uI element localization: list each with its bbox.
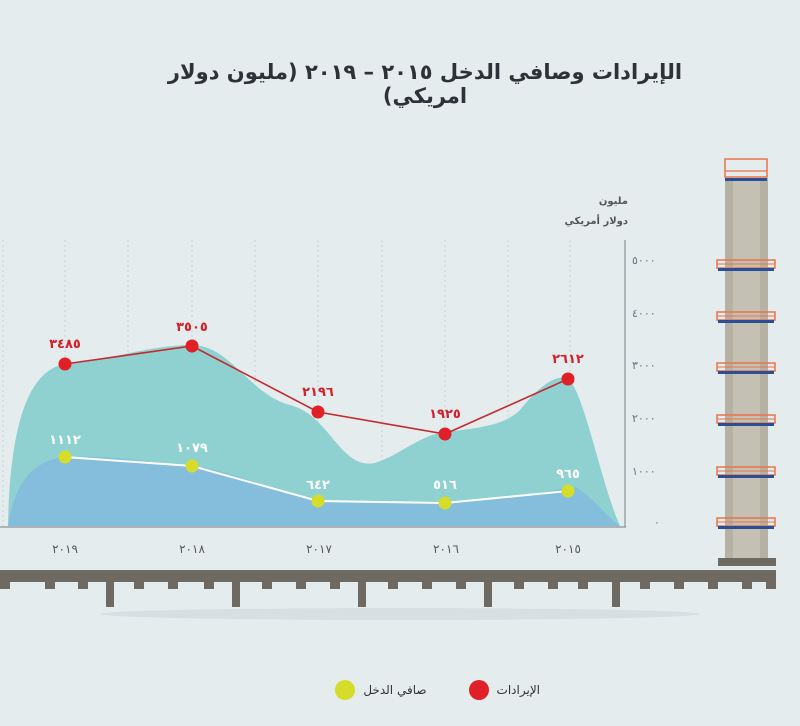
revenue-label-2017: ٢١٩٦ [302,385,334,400]
revenue-label-2015: ٢٦١٢ [552,352,584,367]
y-tick-5000: ٥٠٠٠ [632,254,656,267]
net-income-dot-icon [335,680,356,700]
x-tick-2018: ٢٠١٨ [179,542,205,556]
net-income-label-2016: ٥١٦ [433,478,457,493]
net-income-label-2017: ٦٤٢ [306,478,330,493]
x-tick-2015: ٢٠١٥ [555,542,581,556]
net-income-label-2015: ٩٦٥ [556,467,580,482]
y-tick-3000: ٣٠٠٠ [632,359,656,372]
net-income-area [8,456,620,526]
x-tick-2017: ٢٠١٧ [306,542,332,556]
net-income-label-2019: ١١١٢ [49,433,81,448]
ground-rail-decoration [0,570,776,607]
y-tick-0: ٠ [654,516,660,529]
revenue-markers [58,339,575,441]
legend-item-net-income: صافي الدخل [335,680,427,700]
tower-platforms [716,259,776,529]
chart-legend: الإيرادات صافي الدخل [330,678,540,702]
revenue-label-2018: ٣٥٠٥ [176,320,208,335]
y-unit-label-line2: دولار أمريكي [564,216,628,227]
y-tick-1000: ١٠٠٠ [632,465,656,478]
tower-decoration [718,158,776,566]
net-income-markers [58,450,575,510]
y-tick-2000: ٢٠٠٠ [632,412,656,425]
revenue-label-2016: ١٩٢٥ [429,407,461,422]
legend-label-revenue: الإيرادات [496,683,540,697]
net-income-label-2018: ١٠٧٩ [176,441,208,456]
revenue-label-2019: ٣٤٨٥ [49,337,81,352]
legend-item-revenue: الإيرادات [468,680,540,700]
y-unit-label-line1: مليون [598,196,628,207]
x-tick-2016: ٢٠١٦ [433,542,459,556]
x-tick-2019: ٢٠١٩ [52,542,78,556]
revenue-dot-icon [468,680,489,700]
y-tick-4000: ٤٠٠٠ [632,307,656,320]
chart-title: الإيرادات وصافي الدخل ٢٠١٥ – ٢٠١٩ (مليون… [167,60,683,108]
legend-label-net-income: صافي الدخل [363,683,427,697]
